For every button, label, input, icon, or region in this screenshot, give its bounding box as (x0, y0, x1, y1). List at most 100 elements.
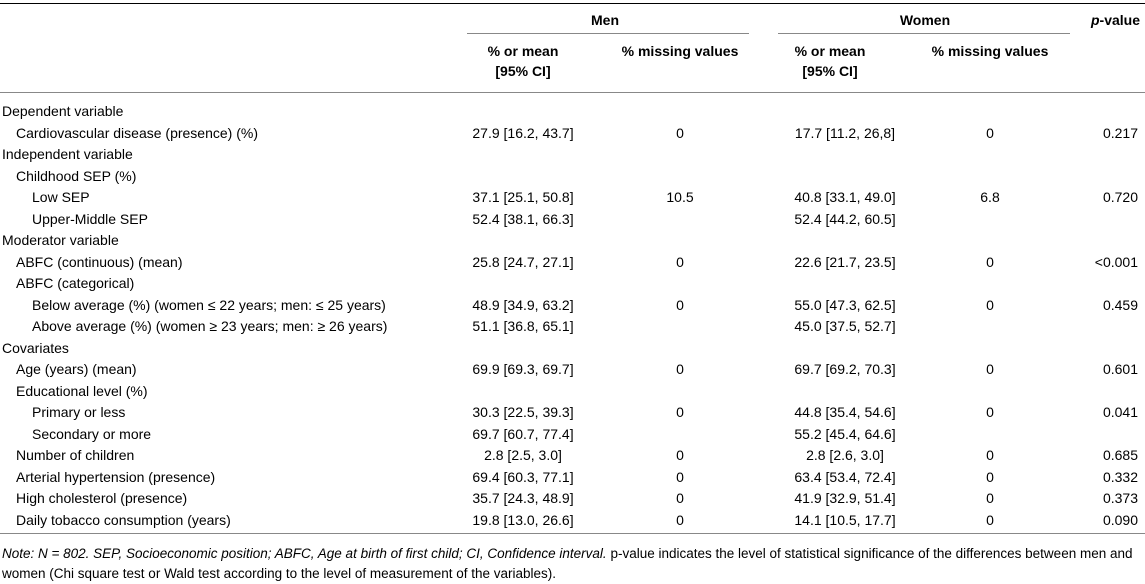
women-mean-cell: 55.0 [47.3, 62.5] (794, 296, 896, 313)
row-label: Below average (%) (women ≤ 22 years; men… (32, 296, 386, 313)
women-missing-cell: 0 (986, 361, 994, 377)
table-row: ABFC (continuous) (mean) 25.8 [24.7, 27.1… (0, 251, 1145, 273)
men-missing-cell: 0 (676, 447, 684, 463)
note-italic: Note: N = 802. SEP, Socioeconomic positi… (2, 546, 607, 561)
women-mean-cell: 2.8 [2.6, 3.0] (806, 447, 884, 463)
row-label: Childhood SEP (%) (16, 167, 137, 184)
top-rule (0, 3, 1145, 4)
men-mean-cell: 48.9 [34.9, 63.2] (472, 296, 574, 313)
women-group-header: Women (899, 12, 951, 28)
men-mean-cell: 37.1 [25.1, 50.8] (472, 189, 574, 205)
women-missing-cell: 0 (986, 511, 994, 528)
table-row: Daily tobacco consumption (years) 19.8 [1… (0, 509, 1145, 531)
table-row: Childhood SEP (%) (0, 165, 1145, 187)
pvalue-cell: 0.041 (1102, 404, 1138, 420)
table-row: Cardiovascular disease (presence) (%) 27.… (0, 122, 1145, 144)
women-mean-cell: 17.7 [11.2, 26,8] (794, 124, 896, 141)
men-mean-cell: 69.4 [60.3, 77.1] (472, 468, 574, 485)
men-mean-cell: 25.8 [24.7, 27.1] (472, 253, 574, 270)
men-missing-cell: 0 (676, 511, 684, 528)
row-label: Number of children (16, 447, 135, 463)
men-missing-cell: 0 (676, 468, 684, 485)
women-missing-header: % missing values (931, 43, 1049, 59)
women-group-rule (778, 33, 1070, 34)
men-mean-cell: 69.7 [60.7, 77.4] (472, 425, 574, 442)
pvalue-header-p: p (1090, 12, 1100, 28)
men-mean-cell: 19.8 [13.0, 26.6] (472, 511, 574, 528)
women-mean-cell: 41.9 [32.9, 51.4] (794, 490, 896, 506)
women-missing-cell: 0 (986, 404, 994, 420)
table-row: Independent variable (0, 143, 1145, 165)
row-label: Primary or less (32, 404, 126, 420)
men-group-header: Men (591, 12, 619, 28)
women-missing-cell: 0 (986, 253, 994, 270)
row-label: Independent variable (2, 146, 133, 162)
pvalue-cell: 0.459 (1102, 296, 1138, 313)
bottom-rule (0, 533, 1145, 534)
men-missing-cell: 0 (676, 124, 684, 141)
men-mean-cell: 2.8 [2.5, 3.0] (484, 447, 562, 463)
table-note: Note: N = 802. SEP, Socioeconomic positi… (2, 544, 1142, 584)
table-row: Covariates (0, 337, 1145, 359)
women-mean-cell: 45.0 [37.5, 52.7] (794, 318, 896, 334)
row-label: Upper-Middle SEP (32, 210, 148, 227)
women-missing-cell: 6.8 (980, 189, 1000, 205)
women-mean-cell: 55.2 [45.4, 64.6] (794, 425, 896, 442)
men-mean-cell: 51.1 [36.8, 65.1] (472, 318, 574, 334)
men-mean-header-line1: % or mean (487, 43, 559, 59)
men-mean-header-line2: [95% CI] (495, 63, 551, 79)
table-row: High cholesterol (presence) 35.7 [24.3, 4… (0, 487, 1145, 509)
table-row: Low SEP 37.1 [25.1, 50.8] 10.5 40.8 [33.1, … (0, 186, 1145, 208)
row-label: Age (years) (mean) (16, 361, 137, 377)
row-label: Arterial hypertension (presence) (16, 468, 216, 485)
row-label: ABFC (continuous) (mean) (16, 253, 183, 270)
pvalue-cell: 0.090 (1102, 511, 1138, 528)
note-rest: p-value indicates the level of statistic… (2, 546, 1133, 581)
men-missing-header: % missing values (621, 43, 739, 59)
row-label: Dependent variable (2, 103, 124, 119)
row-label: High cholesterol (presence) (16, 490, 188, 506)
row-label: Daily tobacco consumption (years) (16, 511, 231, 528)
women-missing-cell: 0 (986, 447, 994, 463)
women-missing-cell: 0 (986, 490, 994, 506)
pvalue-cell: 0.720 (1102, 189, 1138, 205)
pvalue-cell: 0.685 (1102, 447, 1138, 463)
men-missing-cell: 10.5 (666, 189, 694, 205)
table-row: Arterial hypertension (presence) 69.4 [60… (0, 466, 1145, 488)
men-missing-cell: 0 (676, 404, 684, 420)
women-mean-cell: 40.8 [33.1, 49.0] (794, 189, 896, 205)
pvalue-header-rest: -value (1099, 12, 1140, 28)
men-missing-cell: 0 (676, 361, 684, 377)
men-mean-cell: 27.9 [16.2, 43.7] (472, 124, 574, 141)
men-mean-cell: 69.9 [69.3, 69.7] (472, 361, 574, 377)
row-label: Low SEP (32, 189, 90, 205)
women-mean-cell: 14.1 [10.5, 17.7] (794, 511, 896, 528)
men-missing-cell: 0 (676, 296, 684, 313)
pvalue-cell: 0.601 (1102, 361, 1138, 377)
men-mean-header: % or mean [95% CI] (448, 41, 598, 81)
table-row: Below average (%) (women ≤ 22 years; men… (0, 294, 1145, 316)
table-row: Moderator variable (0, 229, 1145, 251)
women-mean-cell: 52.4 [44.2, 60.5] (794, 210, 896, 227)
row-label: Educational level (%) (16, 382, 148, 399)
women-mean-cell: 44.8 [35.4, 54.6] (794, 404, 896, 420)
row-label: Moderator variable (2, 232, 119, 248)
women-mean-cell: 22.6 [21.7, 23.5] (794, 253, 896, 270)
table-row: Secondary or more 69.7 [60.7, 77.4] 55.2 [… (0, 423, 1145, 445)
women-mean-cell: 69.7 [69.2, 70.3] (794, 361, 896, 377)
pvalue-cell: <0.001 (1094, 253, 1138, 270)
pvalue-cell: 0.217 (1102, 124, 1138, 141)
pvalue-cell: 0.373 (1102, 490, 1138, 506)
men-mean-cell: 52.4 [38.1, 66.3] (472, 210, 574, 227)
table-row: Number of children 2.8 [2.5, 3.0] 0 2.8 [2.… (0, 444, 1145, 466)
men-missing-cell: 0 (676, 490, 684, 506)
men-mean-cell: 30.3 [22.5, 39.3] (472, 404, 574, 420)
women-mean-header: % or mean [95% CI] (755, 41, 905, 81)
table-row: Dependent variable (0, 100, 1145, 122)
women-mean-header-line2: [95% CI] (802, 63, 858, 79)
women-missing-cell: 0 (986, 468, 994, 485)
women-mean-header-line1: % or mean (794, 43, 866, 59)
pvalue-cell: 0.332 (1102, 468, 1138, 485)
pvalue-header: p-value (1060, 9, 1140, 31)
